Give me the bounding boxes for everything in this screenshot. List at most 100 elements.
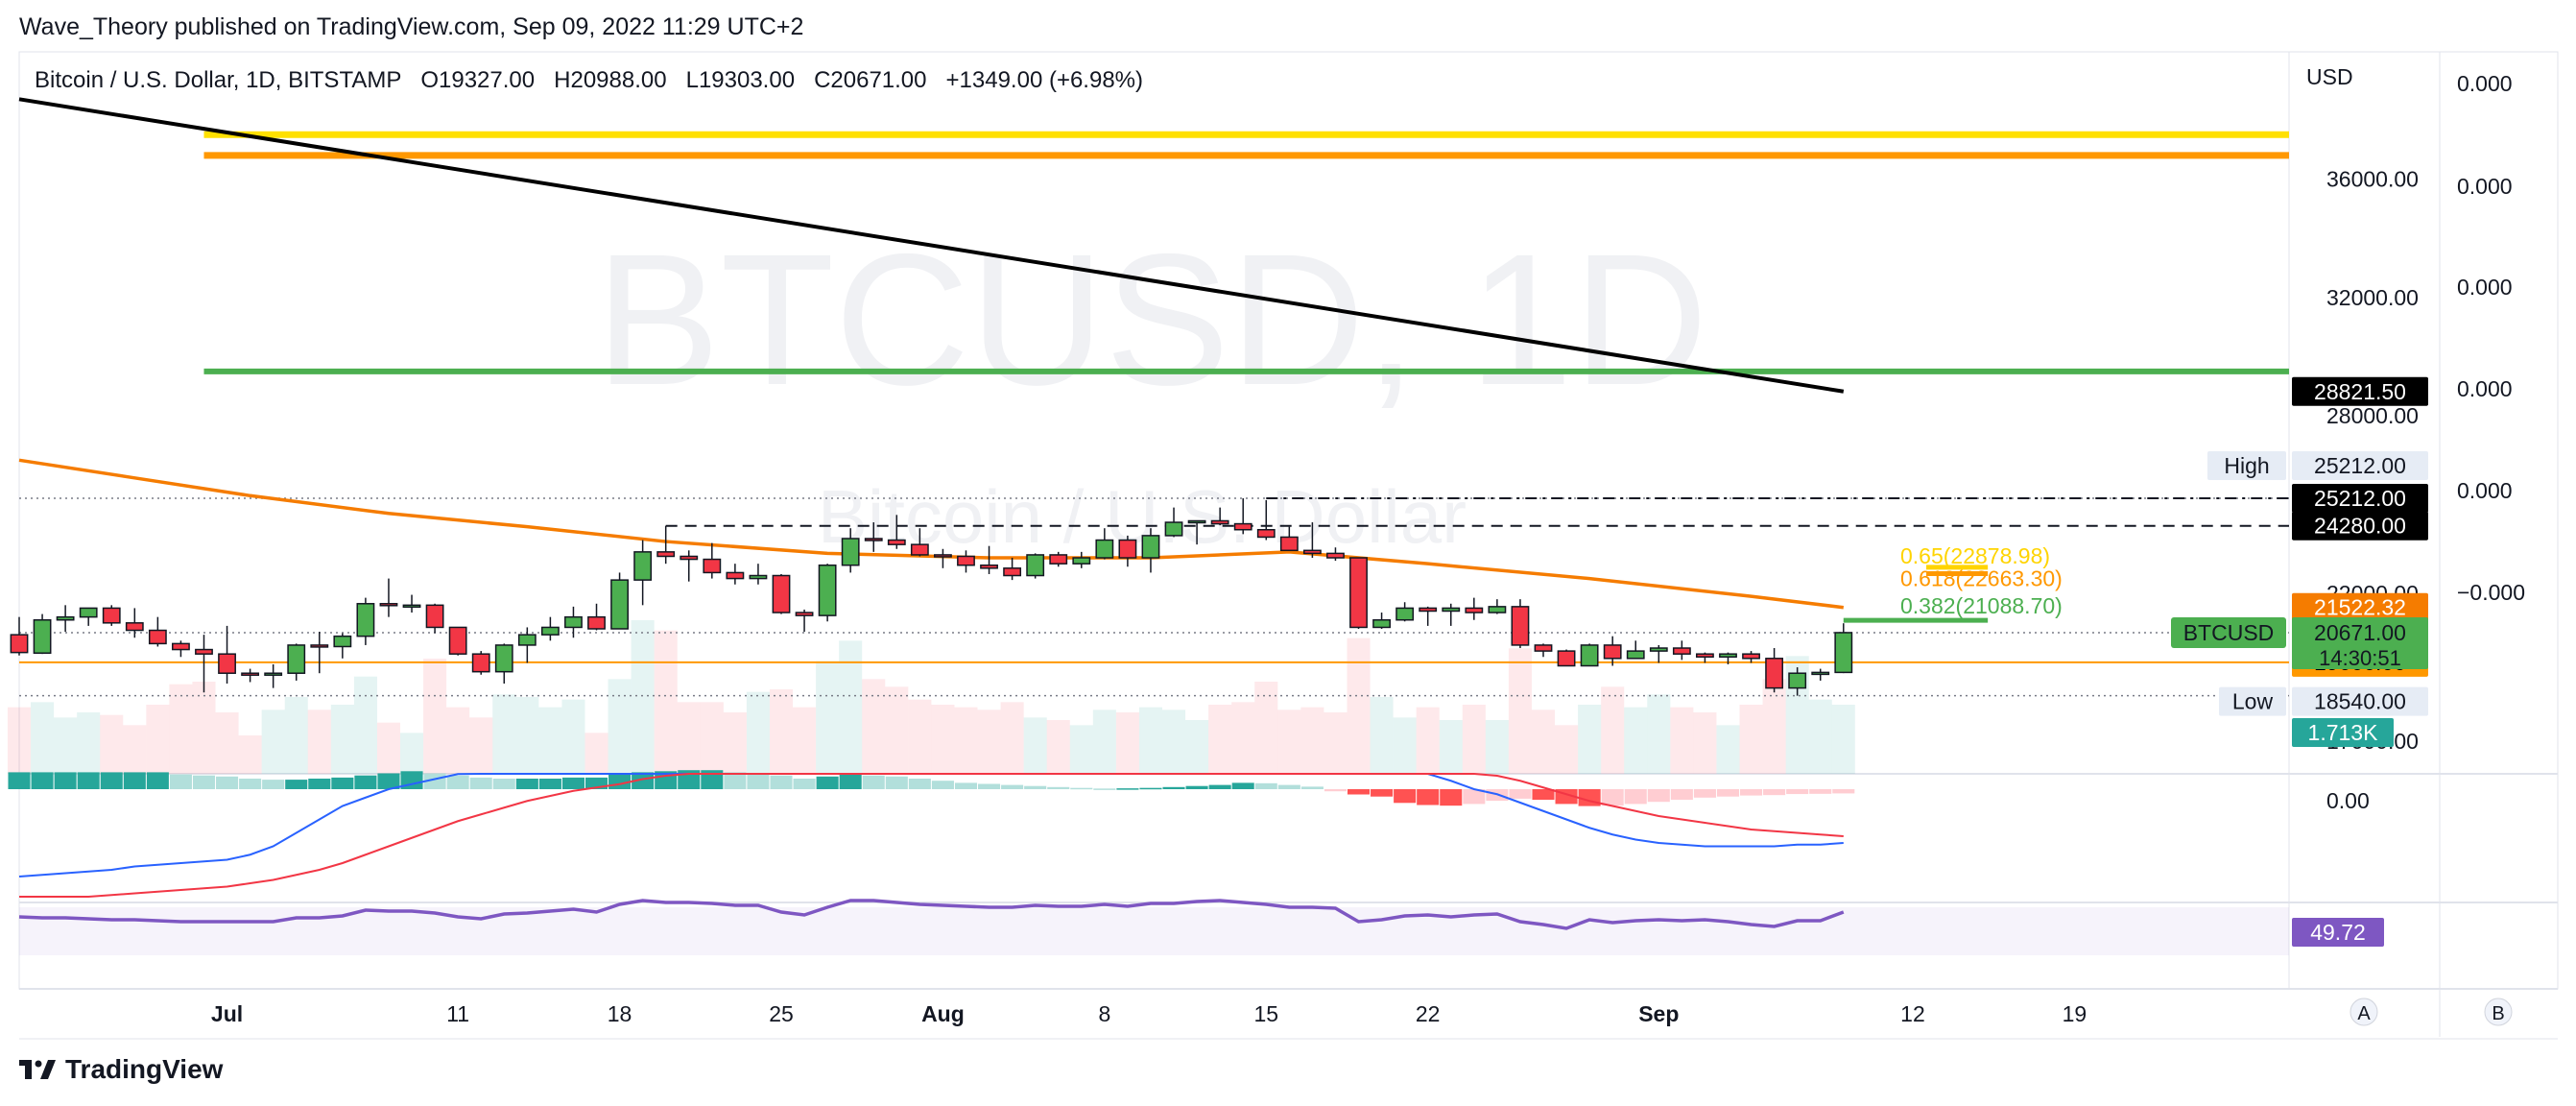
fib-level-label: 0.382(21088.70) [1900,593,2063,618]
candle-body [471,653,490,673]
secondary-axis-tick: 0.000 [2457,275,2513,300]
secondary-axis-tick: 0.000 [2457,478,2513,503]
candle [564,606,583,638]
candle [841,528,860,573]
volume-bar [1370,697,1394,774]
candle-body [1118,539,1137,559]
last-price-bg [2292,616,2428,669]
candle-body [494,644,513,673]
candle-body [1049,554,1068,565]
macd-histogram-bar [469,777,492,789]
macd-histogram-bar [1509,789,1532,799]
candle-series [10,498,1853,696]
macd-histogram-bar [1371,789,1394,797]
candle-body [1279,536,1299,552]
candle-body [1419,607,1438,613]
price-label: 28821.50 [2314,379,2406,404]
macd-histogram-bar [285,780,308,789]
candle-body [517,634,537,646]
candle [218,625,236,684]
macd-histogram-bar [1832,789,1855,794]
macd-histogram-bar [1601,789,1624,806]
watermark-title: BTCUSD, 1D [595,215,1707,424]
candle [1442,603,1461,626]
volume-bar [1508,648,1532,774]
candle-body [1233,522,1252,531]
candle-body [587,615,606,630]
candle [1765,648,1784,693]
candle [1811,668,1830,681]
volume-bar [700,702,724,774]
volume-bar [1393,717,1417,774]
macd-histogram-bar [1716,789,1740,797]
candle [1187,519,1206,545]
volume-label: 1.713K [2308,720,2379,745]
candle [1534,643,1553,658]
candle-body [980,564,998,569]
candle [818,564,837,622]
volume-bar [746,691,770,774]
macd-histogram-bar [1185,785,1208,789]
candle-body [818,564,837,616]
candle-body [379,603,398,607]
candle [1719,652,1737,664]
volume-bar [885,686,909,774]
macd-signal-line [19,773,1844,898]
symbol-tag: BTCUSD [2183,620,2275,645]
macd-histogram-bar [331,777,354,789]
macd-histogram-bar [1740,789,1763,796]
publisher-header: Wave_Theory published on TradingView.com… [19,13,804,40]
tradingview-brand[interactable]: TradingView [19,1054,223,1085]
price-label-bg [2292,511,2428,541]
candle [795,609,814,633]
macd-histogram-bar [1463,789,1486,805]
fib-level-label: 0.65(22878.98) [1900,543,2050,568]
candle-body [957,555,975,566]
candle-body [195,648,213,655]
candle [749,564,768,585]
candle-body [1326,552,1345,559]
macd-histogram-bar [1231,782,1254,789]
candle-body [1302,549,1322,555]
candle [33,613,52,655]
macd-histogram-bar [100,772,123,789]
candle [448,626,467,656]
candle-body [1395,607,1415,621]
candle-body [564,615,583,629]
candle-body [1465,607,1484,613]
macd-histogram-bar [908,779,931,789]
price-label: 21522.32 [2314,595,2406,620]
candle-body [1557,650,1576,667]
candle-body [333,635,352,648]
candle [1349,557,1368,629]
volume-bar [192,682,216,774]
macd-histogram-bar [1254,782,1277,789]
volume-bar [1462,705,1486,774]
candle [79,607,98,626]
volume-bar [1578,705,1602,774]
volume-bar [1831,705,1855,774]
volume-bar [100,714,124,774]
candle [1164,507,1183,538]
volume-bar [908,699,932,774]
macd-histogram-bar [169,774,192,789]
candle-body [1511,606,1530,646]
time-axis-tick: 19 [2063,1001,2087,1026]
macd-histogram-bar [839,774,862,789]
volume-bar [1023,717,1047,774]
candle-body [125,622,144,632]
candle-body [1072,557,1091,565]
candle-body [726,571,745,580]
candle [1279,526,1299,552]
low-marker-label: Low [2232,689,2274,714]
candle [1210,507,1229,526]
volume-bar [353,676,377,774]
volume-bar [54,717,78,774]
candle-body [795,612,814,616]
candle [287,643,306,681]
macd-histogram-bar [1647,789,1670,803]
legend-close: C20671.00 [814,67,927,93]
volume-bar [1601,686,1625,774]
macd-histogram-bar [308,779,331,789]
